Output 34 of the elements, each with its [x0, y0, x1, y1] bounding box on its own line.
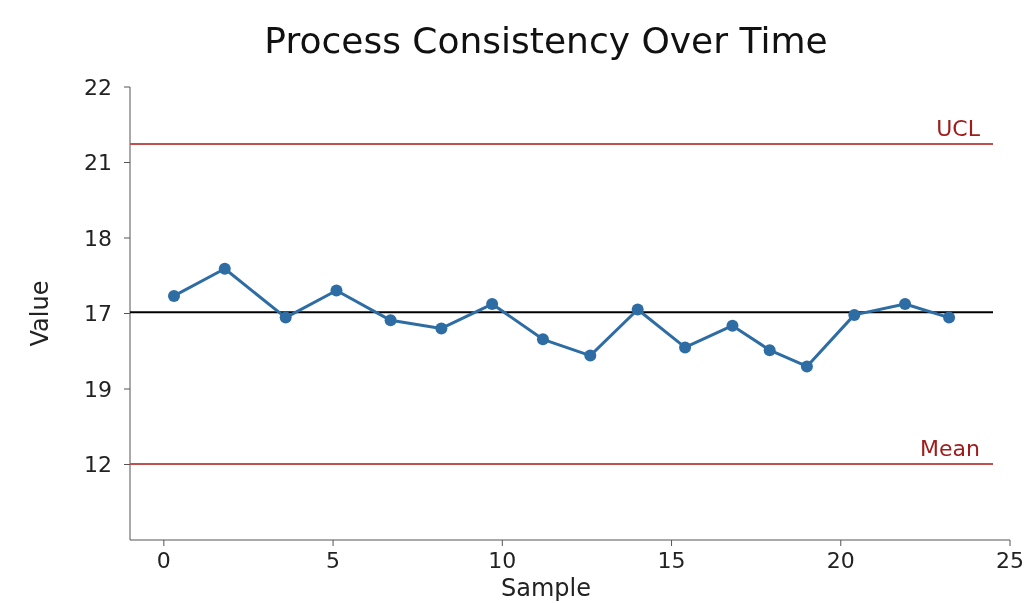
point	[584, 349, 597, 362]
x-tick-label: 20	[826, 548, 855, 573]
text: 19	[84, 376, 112, 402]
x-tick-label: 5	[326, 548, 341, 573]
text: 12	[84, 452, 112, 478]
text: 17	[84, 301, 112, 327]
x-tick-label: 15	[657, 548, 686, 573]
x-tick-label: 10	[488, 548, 517, 573]
point	[168, 289, 180, 302]
point	[848, 308, 861, 321]
ref-line-label: UCL	[936, 116, 981, 142]
point	[330, 284, 343, 297]
text: 18	[84, 225, 112, 251]
point	[384, 314, 397, 327]
ref-line-label: Mean	[920, 436, 980, 462]
point	[943, 311, 956, 324]
x-axis-title: Sample	[501, 574, 591, 602]
text: 21	[84, 150, 112, 176]
point	[218, 262, 231, 275]
point	[486, 298, 499, 311]
point	[800, 360, 813, 373]
point	[679, 341, 692, 354]
y-axis-title: Value	[26, 280, 54, 347]
chart-title: Process Consistency Over Time	[264, 20, 828, 61]
text: 22	[84, 74, 112, 100]
point	[899, 298, 912, 311]
point	[631, 303, 644, 316]
x-tick-label: 25	[996, 548, 1024, 573]
x-tick-label: 0	[156, 548, 171, 573]
point	[435, 322, 448, 335]
point	[536, 333, 549, 346]
point	[279, 311, 292, 324]
point	[763, 344, 776, 357]
point	[726, 319, 739, 332]
